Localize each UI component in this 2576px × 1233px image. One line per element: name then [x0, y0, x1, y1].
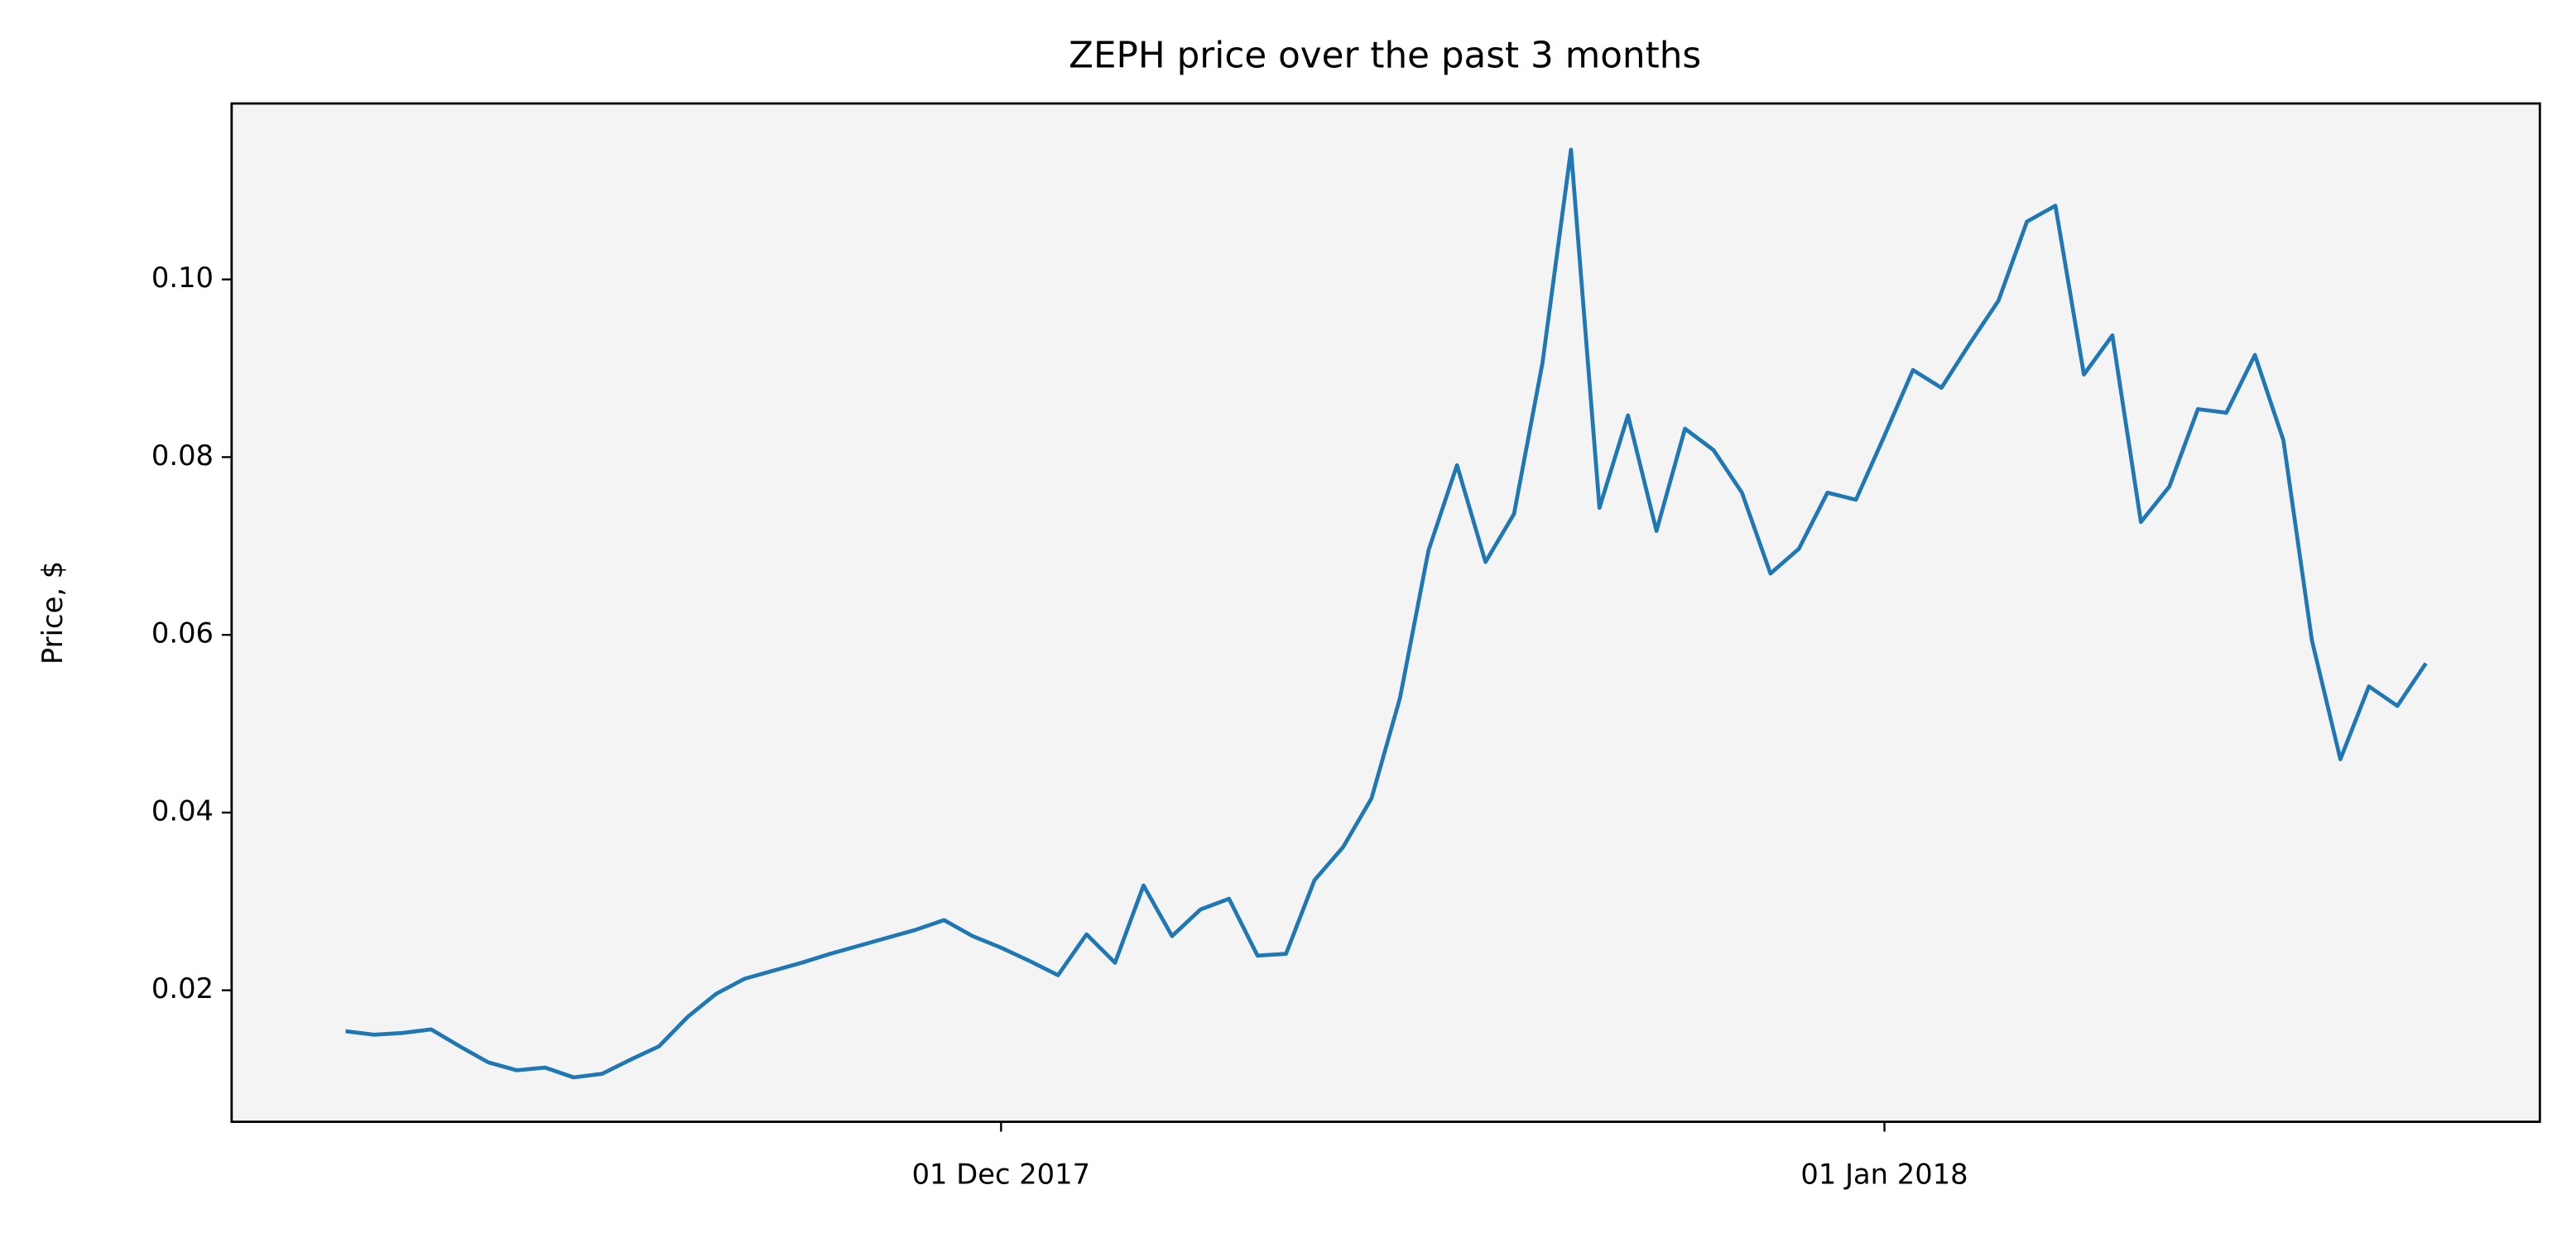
x-tick-label: 01 Jan 2018 [1800, 1159, 1968, 1191]
x-tick-label: 01 Dec 2017 [912, 1159, 1091, 1191]
y-tick-label: 0.02 [151, 972, 214, 1005]
price-line [345, 147, 2428, 1080]
chart-title: ZEPH price over the past 3 months [1069, 34, 1701, 76]
y-tick-label: 0.10 [151, 261, 214, 294]
y-tick-label: 0.06 [151, 617, 214, 650]
plot-area [231, 103, 2540, 1122]
plot-frame [230, 102, 2541, 1124]
y-tick-label: 0.04 [151, 794, 214, 827]
y-axis-label: Price, $ [36, 561, 69, 664]
y-tick-label: 0.08 [151, 439, 214, 472]
